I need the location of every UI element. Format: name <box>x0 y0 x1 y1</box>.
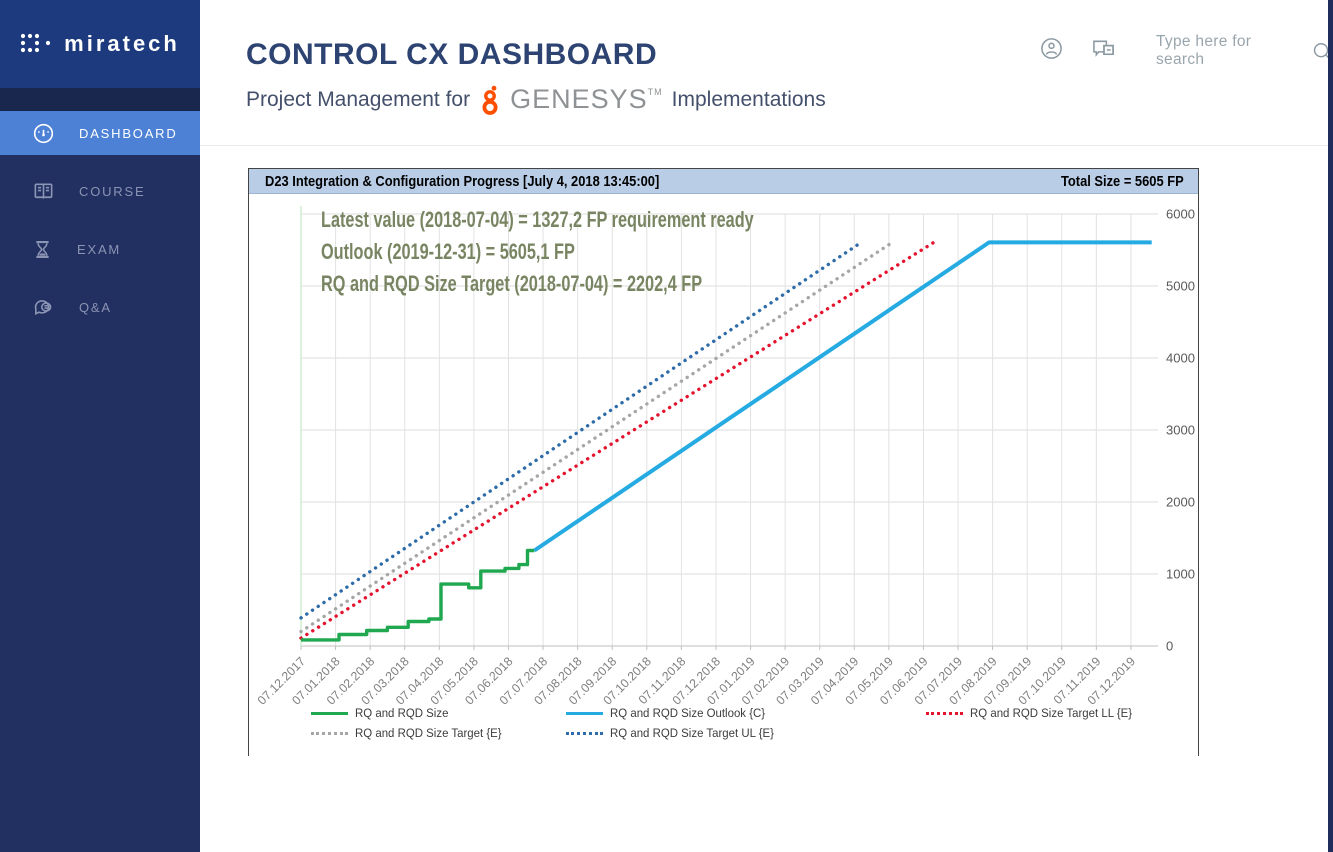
chart-annotations: Latest value (2018-07-04) = 1327,2 FP re… <box>321 204 754 300</box>
search-input[interactable]: Type here for search <box>1156 33 1333 69</box>
annotation-latest-value: Latest value (2018-07-04) = 1327,2 FP re… <box>321 207 754 232</box>
sidebar-item-label: Q&A <box>79 299 112 315</box>
chart-plot-area: 0 1000 2000 3000 4000 5000 6000 07.12.2017 07.01… <box>249 194 1198 756</box>
page-title: CONTROL CX DASHBOARD <box>246 38 658 71</box>
right-edge-strip <box>1328 0 1333 852</box>
logo-text: miratech <box>64 31 180 56</box>
chart-total-size: Total Size = 5605 FP <box>1061 172 1184 190</box>
annotation-outlook: Outlook (2019-12-31) = 5605,1 FP <box>321 239 575 264</box>
sidebar-item-qa[interactable]: Q&A <box>0 285 200 329</box>
book-icon <box>34 182 53 199</box>
sidebar-item-course[interactable]: COURSE <box>0 169 200 213</box>
y-tick-label: 5000 <box>1166 279 1195 294</box>
sidebar-item-dashboard[interactable]: DASHBOARD <box>0 111 200 155</box>
chart-header-bar: D23 Integration & Configuration Progress… <box>249 169 1198 194</box>
sidebar-divider-strip <box>0 88 200 111</box>
y-tick-label: 6000 <box>1166 207 1195 222</box>
progress-chart-card: D23 Integration & Configuration Progress… <box>248 168 1199 756</box>
genesys-logo-icon <box>482 85 498 115</box>
y-tick-label: 1000 <box>1166 567 1195 582</box>
sidebar-item-label: EXAM <box>77 241 122 257</box>
miratech-dots-icon <box>21 33 51 53</box>
hourglass-icon <box>36 240 49 258</box>
series-line <box>299 240 894 634</box>
series-line <box>299 240 936 640</box>
top-toolbar: Type here for search <box>1040 33 1333 69</box>
search-placeholder: Type here for search <box>1156 33 1252 68</box>
miratech-logo[interactable]: miratech <box>0 0 200 88</box>
sidebar-item-exam[interactable]: EXAM <box>0 227 200 271</box>
series-line <box>301 548 535 642</box>
page-subtitle: Project Management for GENESYS TM Implem… <box>246 84 826 115</box>
gauge-icon <box>33 123 54 143</box>
subtitle-suffix: Implementations <box>671 87 826 111</box>
profile-icon[interactable] <box>1040 37 1063 65</box>
sidebar: miratech DASHBOARD <box>0 0 200 852</box>
y-tick-label: 2000 <box>1166 495 1195 510</box>
y-tick-label: 4000 <box>1166 351 1195 366</box>
messages-icon[interactable] <box>1091 37 1116 65</box>
sidebar-item-label: DASHBOARD <box>79 125 178 141</box>
chat-icon <box>34 299 52 315</box>
series-line <box>533 240 1152 553</box>
sidebar-item-label: COURSE <box>79 183 146 199</box>
chart-svg: 010002000300040005000600007.12.201707.01… <box>255 206 1195 708</box>
y-tick-label: 3000 <box>1166 423 1195 438</box>
sidebar-menu: DASHBOARD COURSE EX <box>0 111 200 329</box>
header-divider <box>200 145 1328 146</box>
subtitle-prefix: Project Management for <box>246 87 471 111</box>
genesys-wordmark: GENESYS TM <box>510 84 663 114</box>
chart-title: D23 Integration & Configuration Progress… <box>265 172 660 190</box>
series-line <box>299 240 863 620</box>
y-tick-label: 0 <box>1166 639 1173 654</box>
annotation-target: RQ and RQD Size Target (2018-07-04) = 22… <box>321 271 703 296</box>
genesys-tm: TM <box>647 87 663 97</box>
